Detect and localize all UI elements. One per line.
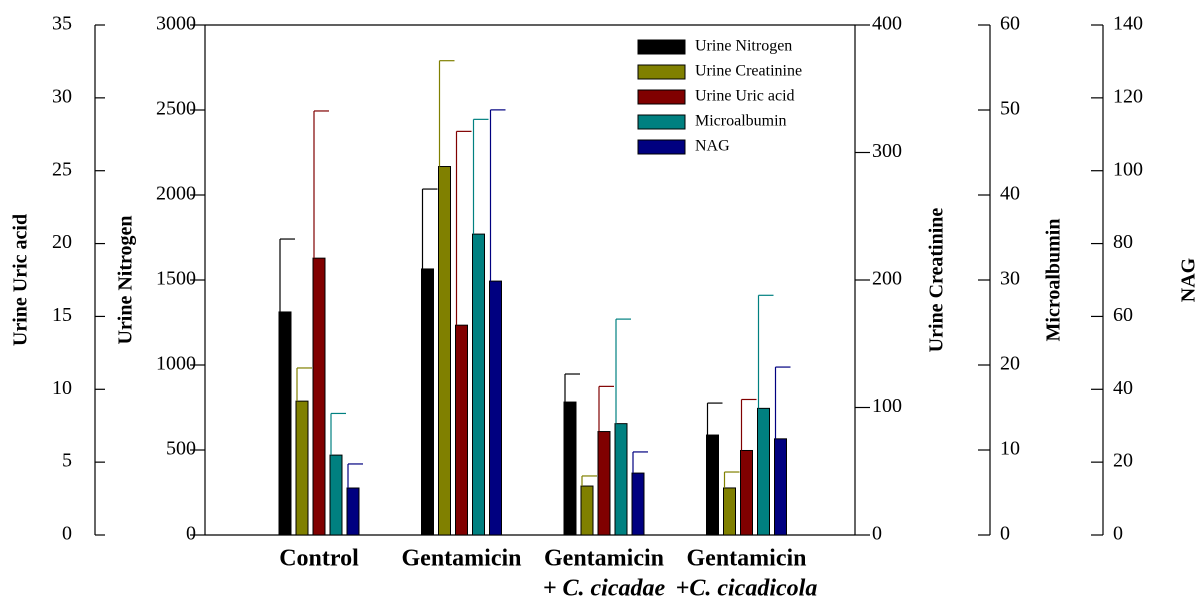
bar xyxy=(614,423,628,536)
bar xyxy=(312,257,326,536)
bar xyxy=(740,449,753,536)
y-tick-label: 30 xyxy=(52,85,72,107)
y-tick-label: 25 xyxy=(52,158,72,180)
bar xyxy=(631,472,645,536)
bar xyxy=(723,487,736,536)
bar xyxy=(295,400,309,536)
x-tick-label: Gentamicin xyxy=(402,546,522,572)
y-tick-label: 300 xyxy=(872,140,902,162)
y-tick-label: 1000 xyxy=(156,353,196,375)
y-tick-label: 0 xyxy=(1000,523,1010,545)
y-tick-label: 20 xyxy=(1000,353,1020,375)
y-tick-label: 0 xyxy=(1113,523,1123,545)
legend-label: NAG xyxy=(695,138,730,155)
axis-title: Urine Uric acid xyxy=(10,214,32,346)
bar xyxy=(597,431,611,536)
bar xyxy=(489,280,502,536)
legend-label: Urine Nitrogen xyxy=(695,38,792,55)
y-tick-label: 2000 xyxy=(156,183,196,205)
y-tick-label: 400 xyxy=(872,13,902,35)
y-tick-label: 1500 xyxy=(156,268,196,290)
y-tick-label: 120 xyxy=(1113,85,1143,107)
x-tick-label: Gentamicin xyxy=(687,546,807,572)
bar xyxy=(438,166,451,536)
axis-title: Urine Nitrogen xyxy=(115,215,137,344)
bar xyxy=(757,407,770,536)
legend-swatch xyxy=(637,139,686,155)
bar xyxy=(563,401,577,536)
x-tick-label: + C. cicadae xyxy=(543,576,666,600)
y-tick-label: 2500 xyxy=(156,98,196,120)
y-tick-label: 500 xyxy=(166,438,196,460)
bar xyxy=(472,233,485,536)
axis-title: Urine Creatinine xyxy=(926,208,948,353)
bar xyxy=(421,268,434,536)
y-tick-label: 50 xyxy=(1000,98,1020,120)
x-tick-label: Control xyxy=(279,546,359,572)
legend-swatch xyxy=(637,64,686,80)
y-tick-label: 5 xyxy=(62,450,72,472)
y-tick-label: 40 xyxy=(1113,377,1133,399)
bar xyxy=(706,434,719,536)
y-tick-label: 200 xyxy=(872,268,902,290)
y-tick-label: 100 xyxy=(1113,158,1143,180)
y-tick-label: 30 xyxy=(1000,268,1020,290)
bar xyxy=(774,438,787,536)
legend-swatch xyxy=(637,39,686,55)
y-tick-label: 35 xyxy=(52,13,72,35)
y-tick-label: 100 xyxy=(872,395,902,417)
y-tick-label: 0 xyxy=(872,523,882,545)
y-tick-label: 60 xyxy=(1000,13,1020,35)
legend-label: Urine Uric acid xyxy=(695,88,795,105)
bar xyxy=(329,454,343,536)
bar xyxy=(580,485,594,536)
x-tick-label: Gentamicin xyxy=(544,546,664,572)
y-tick-label: 60 xyxy=(1113,304,1133,326)
bar xyxy=(346,487,360,536)
axis-title: Microalbumin xyxy=(1043,219,1065,342)
bar xyxy=(278,311,292,536)
axis-title: NAG xyxy=(1178,257,1200,302)
y-tick-label: 0 xyxy=(186,523,196,545)
y-tick-label: 10 xyxy=(52,377,72,399)
y-tick-label: 140 xyxy=(1113,13,1143,35)
x-tick-label: +C. cicadicola xyxy=(676,576,818,600)
y-tick-label: 20 xyxy=(1113,450,1133,472)
legend-label: Microalbumin xyxy=(695,113,787,130)
y-tick-label: 20 xyxy=(52,231,72,253)
y-tick-label: 15 xyxy=(52,304,72,326)
y-tick-label: 80 xyxy=(1113,231,1133,253)
legend-swatch xyxy=(637,114,686,130)
y-tick-label: 3000 xyxy=(156,13,196,35)
y-tick-label: 0 xyxy=(62,523,72,545)
legend-swatch xyxy=(637,89,686,105)
y-tick-label: 40 xyxy=(1000,183,1020,205)
y-tick-label: 10 xyxy=(1000,438,1020,460)
bar xyxy=(455,324,468,536)
legend-label: Urine Creatinine xyxy=(695,63,802,80)
